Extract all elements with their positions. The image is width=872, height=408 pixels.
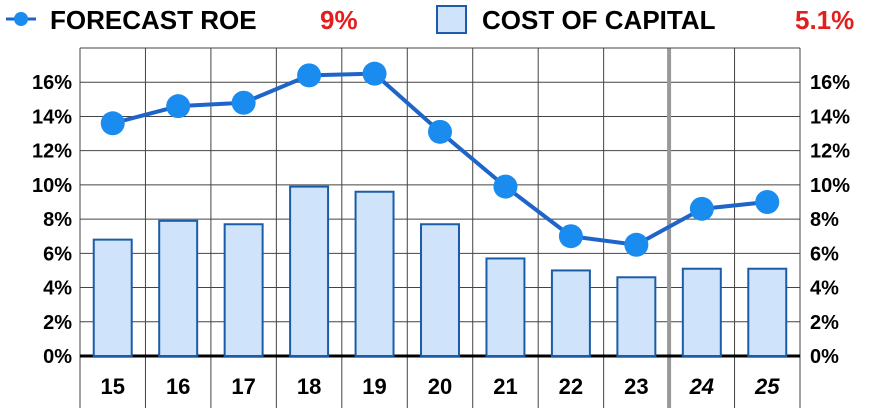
y-tick-left: 16% [32,72,72,94]
bar-cost-of-capital-20 [420,223,460,357]
x-tick-label: 25 [754,374,780,399]
bar-cost-of-capital-23 [616,276,657,357]
y-tick-right: 14% [810,106,850,128]
bar-cost-of-capital-17 [223,223,264,357]
coc-legend-swatch-icon [436,5,467,34]
y-tick-right: 4% [810,278,839,300]
point-forecast-roe-25 [755,190,780,214]
y-tick-left: 2% [43,312,72,334]
point-forecast-roe-22 [558,224,583,249]
x-tick-label: 24 [689,374,714,399]
y-tick-left: 12% [32,141,72,163]
x-tick-label: 17 [231,374,255,399]
bar-cost-of-capital-19 [354,190,395,357]
point-forecast-roe-19 [362,61,387,86]
y-tick-right: 8% [810,209,839,231]
y-tick-left: 8% [43,209,72,231]
x-tick-label: 23 [624,374,648,399]
coc-legend-label: COST OF CAPITAL [482,5,716,35]
y-tick-right: 16% [810,72,850,94]
y-tick-right: 2% [810,312,839,334]
x-tick-label: 16 [166,374,190,399]
bar-cost-of-capital-22 [550,269,591,358]
x-tick-label: 21 [493,374,517,399]
coc-legend-value: 5.1% [795,5,854,35]
y-tick-left: 10% [32,175,72,197]
roe-legend-label: FORECAST ROE [50,5,257,35]
point-forecast-roe-18 [297,63,322,88]
point-forecast-roe-17 [231,90,256,115]
point-forecast-roe-21 [493,174,518,199]
y-tick-left: 4% [43,278,72,300]
x-tick-label: 22 [559,374,583,399]
point-forecast-roe-15 [100,111,125,136]
bar-cost-of-capital-24 [681,267,722,358]
x-tick-label: 20 [428,374,452,399]
y-tick-right: 0% [810,346,839,368]
y-tick-left: 0% [43,346,72,368]
roe-legend-value: 9% [320,5,358,35]
roe-legend-marker-icon [14,12,28,26]
x-tick-label: 15 [100,374,124,399]
x-tick-label: 18 [297,374,321,399]
x-tick-label: 19 [362,374,386,399]
point-forecast-roe-16 [166,94,191,119]
bar-cost-of-capital-18 [289,185,330,357]
bar-cost-of-capital-25 [747,267,788,358]
y-tick-right: 12% [810,141,850,163]
legend: FORECAST ROE 9% COST OF CAPITAL 5.1% [6,5,854,35]
point-forecast-roe-20 [428,119,452,144]
bar-cost-of-capital-15 [92,238,133,357]
y-tick-left: 14% [32,106,72,128]
bar-cost-of-capital-16 [158,219,199,357]
point-forecast-roe-24 [689,196,714,221]
y-tick-right: 10% [810,175,850,197]
bar-cost-of-capital-21 [485,257,526,358]
y-tick-left: 6% [43,243,72,265]
y-tick-right: 6% [810,243,839,265]
point-forecast-roe-23 [624,232,649,257]
plot-area: 0% 0% 2% 2% 4% 4% 6% 6% 8% 8% 10% 10% 12% 12% 14% 14% 16… [32,47,850,408]
